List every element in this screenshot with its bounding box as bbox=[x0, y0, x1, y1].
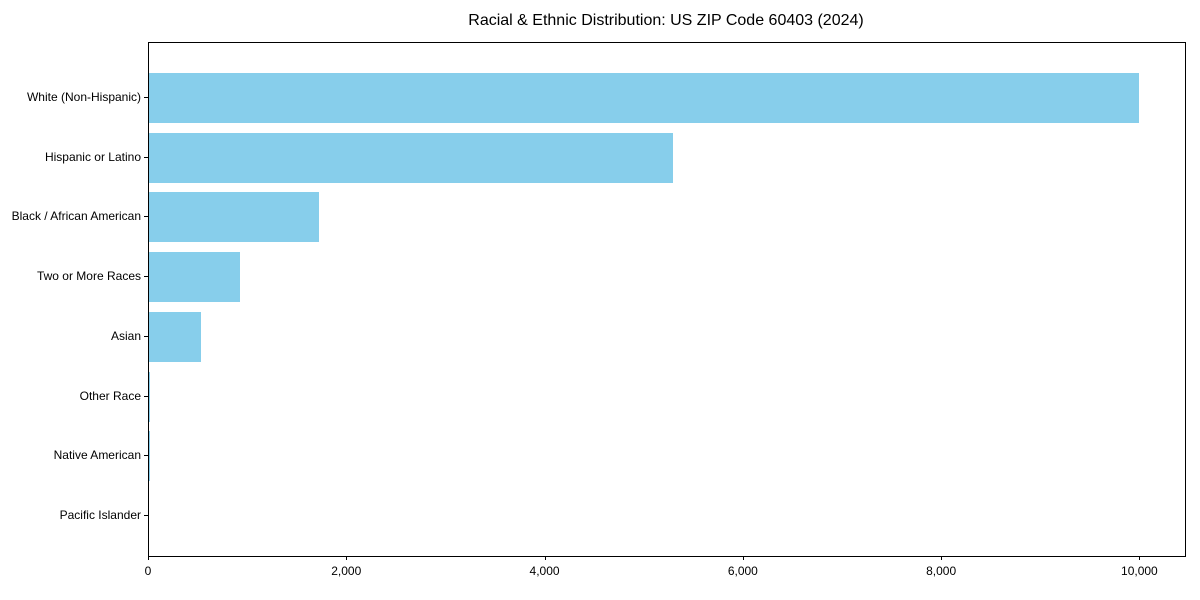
x-tick-label: 4,000 bbox=[529, 564, 560, 578]
y-tick-label: Two or More Races bbox=[36, 269, 141, 284]
bar bbox=[149, 132, 674, 183]
y-tick-label: Other Race bbox=[79, 388, 141, 403]
y-tick-label: Pacific Islander bbox=[59, 507, 141, 522]
x-tick-label: 2,000 bbox=[331, 564, 362, 578]
plot-area bbox=[148, 42, 1186, 557]
chart-title: Racial & Ethnic Distribution: US ZIP Cod… bbox=[468, 12, 864, 29]
y-tick-label: Hispanic or Latino bbox=[44, 149, 141, 164]
bar bbox=[149, 192, 319, 243]
bar bbox=[149, 252, 241, 303]
x-tick-label: 0 bbox=[144, 564, 152, 578]
y-tick-label: Asian bbox=[110, 328, 141, 343]
bar bbox=[149, 73, 1140, 123]
y-tick-label: Native American bbox=[53, 448, 141, 463]
y-tick-label: Black / African American bbox=[11, 209, 141, 224]
x-tick-label: 10,000 bbox=[1121, 564, 1158, 578]
bar bbox=[149, 311, 201, 362]
bar bbox=[149, 371, 151, 422]
x-tick-label: 8,000 bbox=[926, 564, 957, 578]
x-tick-label: 6,000 bbox=[727, 564, 758, 578]
y-tick-label: White (Non-Hispanic) bbox=[26, 90, 141, 104]
